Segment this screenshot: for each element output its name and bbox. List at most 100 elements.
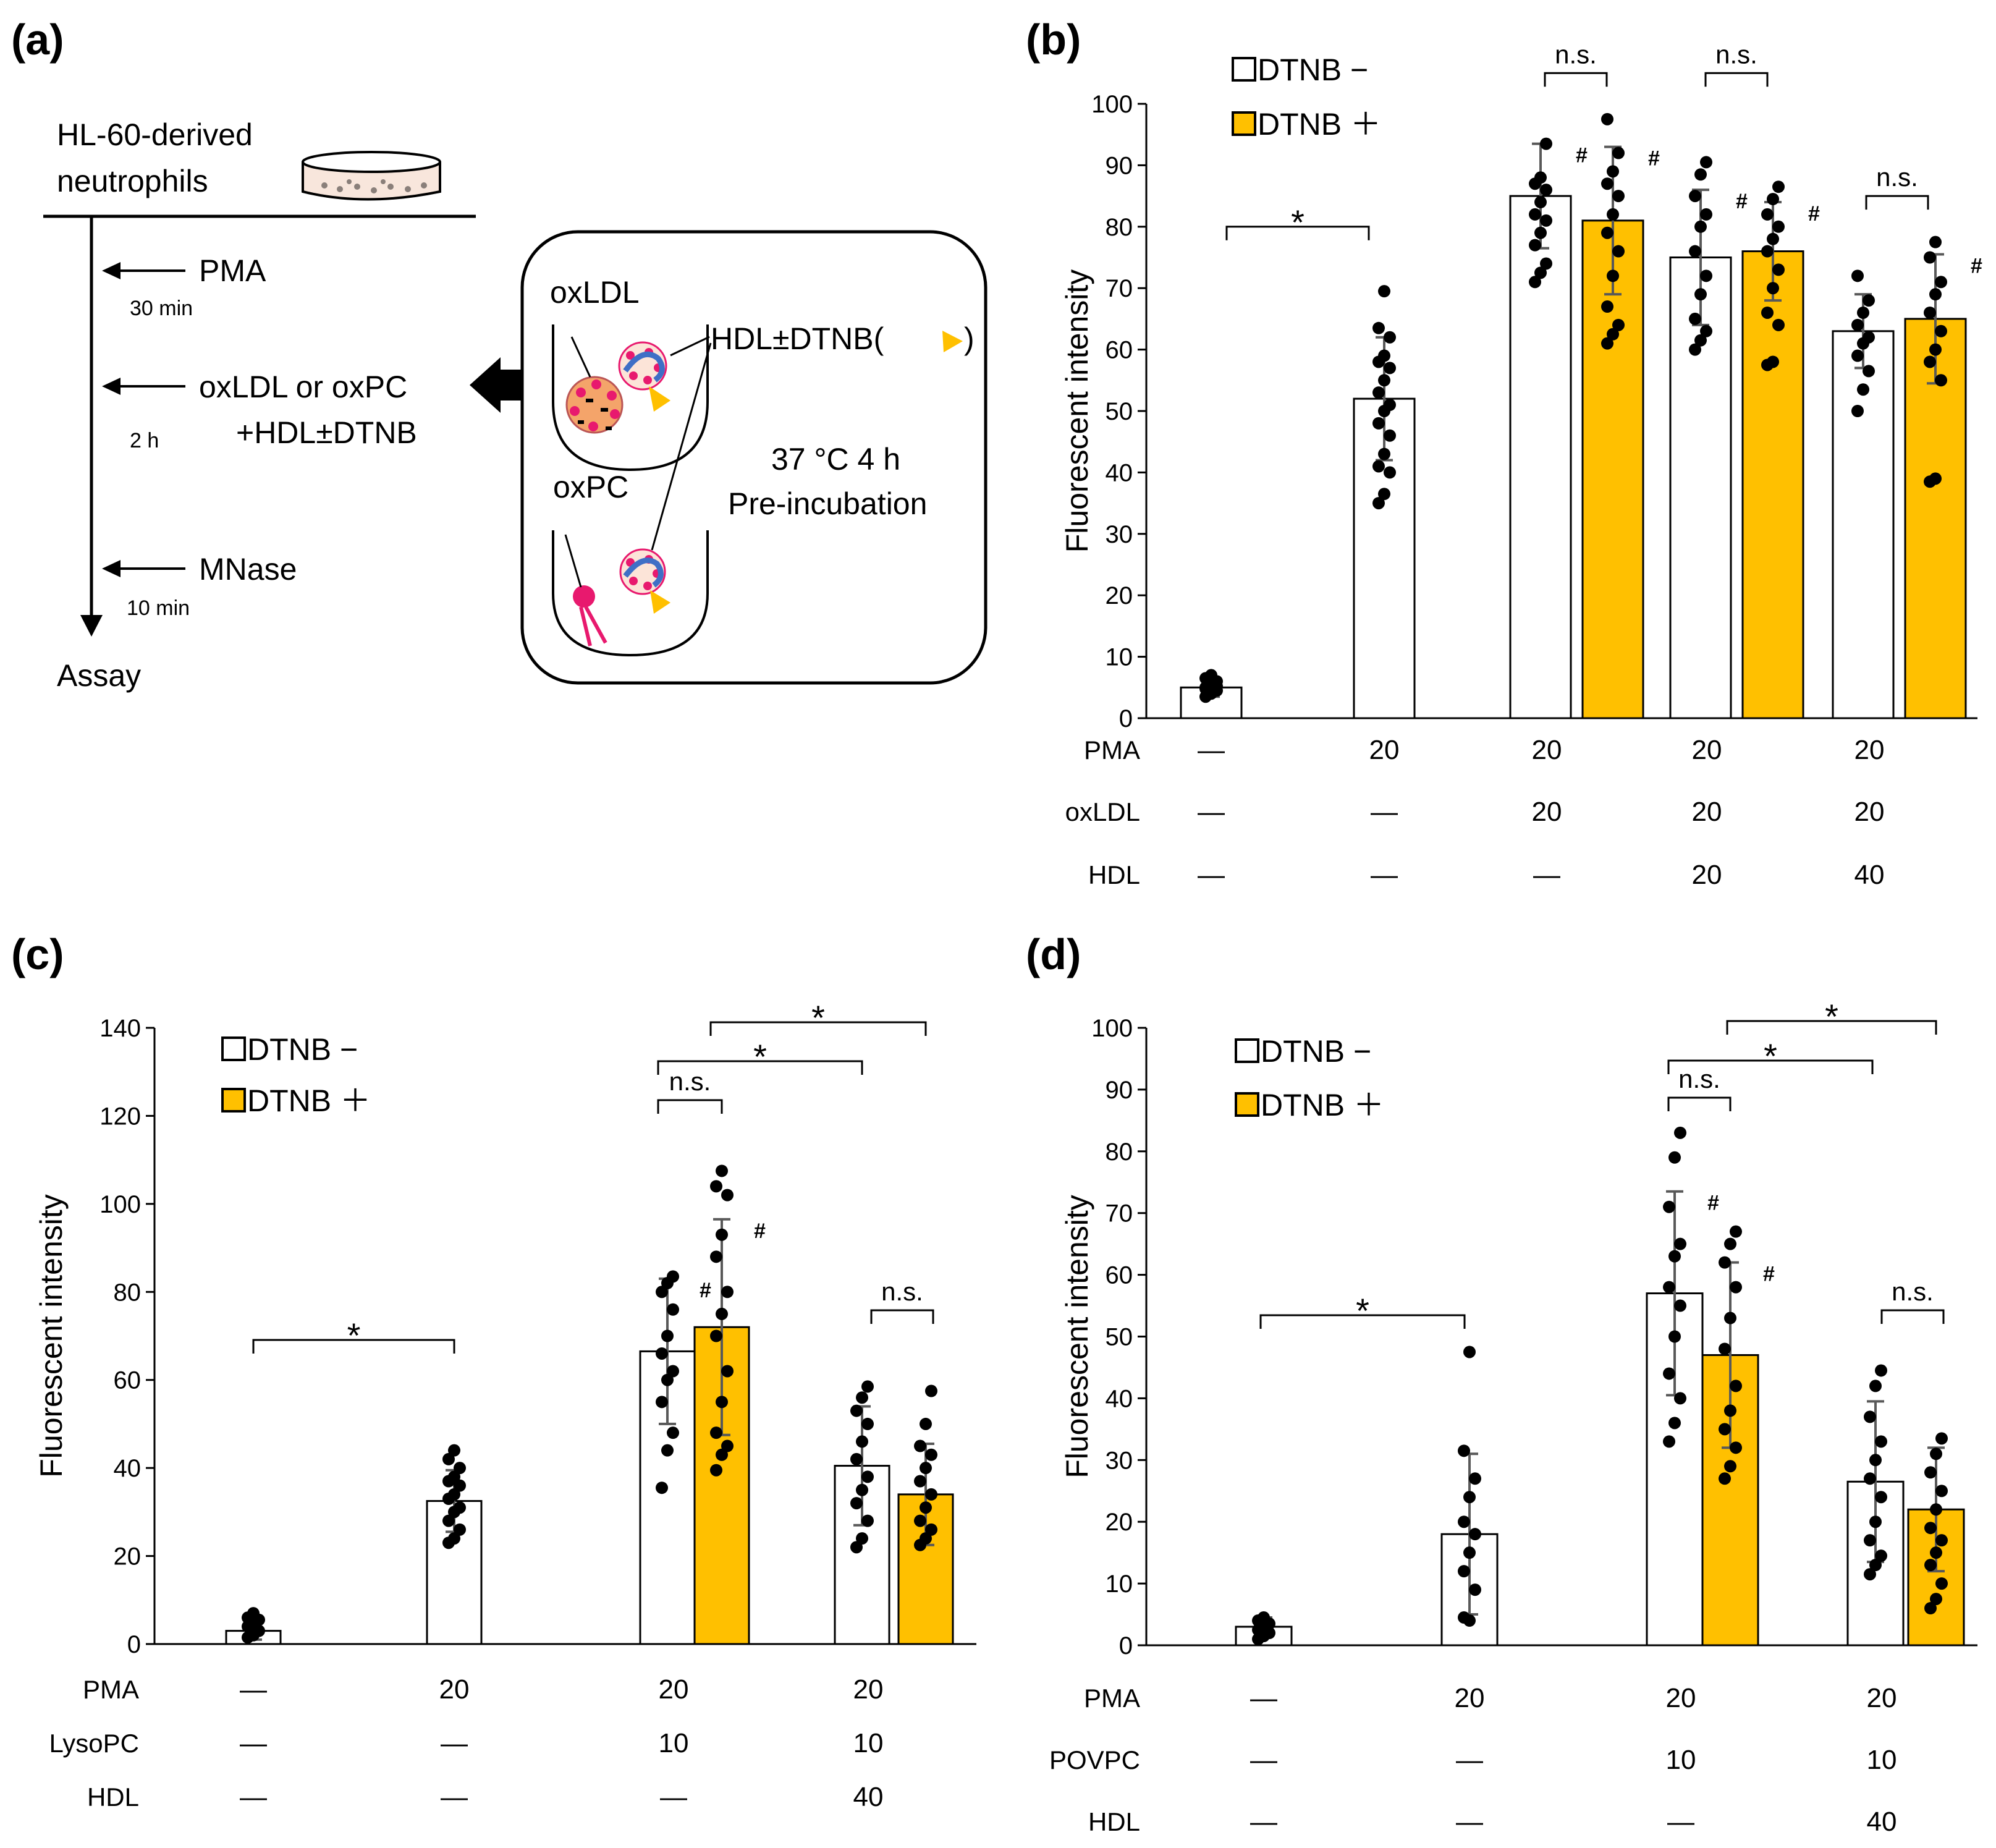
condition-cell: — bbox=[660, 1782, 687, 1812]
condition-cell: 20 bbox=[1692, 735, 1722, 765]
significance-label: n.s. bbox=[1715, 40, 1757, 69]
tube-oxldl-label: oxLDL bbox=[550, 275, 640, 310]
data-point bbox=[1772, 318, 1785, 331]
data-point bbox=[1700, 269, 1712, 282]
data-point bbox=[1930, 1546, 1942, 1559]
data-point bbox=[1540, 257, 1552, 270]
data-point bbox=[1719, 1342, 1731, 1355]
condition-cell: 10 bbox=[1867, 1745, 1897, 1775]
y-tick-label: 10 bbox=[1106, 644, 1133, 671]
data-point bbox=[1772, 263, 1785, 276]
data-point bbox=[656, 1481, 668, 1494]
data-point bbox=[710, 1180, 722, 1193]
condition-cell: 40 bbox=[1854, 860, 1885, 890]
y-tick-label: 0 bbox=[127, 1631, 141, 1658]
hdl-dtnb-label: HDL±DTNB( bbox=[711, 321, 884, 356]
data-point bbox=[1924, 1559, 1937, 1572]
y-tick-label: 140 bbox=[99, 1015, 141, 1042]
data-point bbox=[721, 1189, 734, 1202]
y-tick-label: 70 bbox=[1106, 275, 1133, 302]
data-point bbox=[1851, 269, 1864, 282]
significance-label: * bbox=[1764, 1036, 1777, 1075]
significance-label: * bbox=[1291, 203, 1305, 242]
condition-cell: — bbox=[1250, 1683, 1277, 1713]
data-point bbox=[1689, 190, 1701, 203]
data-point bbox=[721, 1439, 734, 1452]
data-point bbox=[448, 1470, 460, 1483]
step-oxldl-label: oxLDL or oxPC bbox=[199, 370, 407, 404]
significance-bracket bbox=[1726, 1020, 1937, 1035]
data-point bbox=[1534, 171, 1547, 184]
significance-hash: # bbox=[754, 1219, 766, 1243]
data-point bbox=[1372, 460, 1385, 473]
tube-oxpc-label: oxPC bbox=[553, 470, 628, 504]
data-point bbox=[1612, 318, 1625, 331]
assay-label: Assay bbox=[57, 658, 141, 693]
data-point bbox=[1458, 1444, 1470, 1457]
data-point bbox=[856, 1435, 868, 1448]
data-point bbox=[710, 1329, 722, 1342]
data-point bbox=[1534, 226, 1547, 239]
data-point bbox=[1930, 1447, 1942, 1460]
condition-row-label: POVPC bbox=[1049, 1745, 1140, 1774]
data-point bbox=[1674, 1392, 1686, 1405]
data-point bbox=[1668, 1151, 1681, 1164]
data-point bbox=[1924, 1602, 1937, 1615]
data-point bbox=[1607, 165, 1619, 178]
significance-hash: # bbox=[1971, 255, 1982, 278]
data-point bbox=[721, 1365, 734, 1378]
hdl-pointer-1 bbox=[670, 336, 710, 357]
significance-bracket bbox=[657, 1060, 863, 1075]
y-tick-label: 70 bbox=[1106, 1200, 1133, 1227]
condition-cell: 20 bbox=[1692, 860, 1722, 890]
data-point bbox=[1663, 1200, 1675, 1213]
cells-label-line2: neutrophils bbox=[57, 164, 208, 198]
data-point bbox=[850, 1541, 863, 1554]
legend-swatch-plus bbox=[1235, 1092, 1259, 1117]
significance-label: * bbox=[1356, 1291, 1369, 1330]
chart-c: 0 20 40 60 80 100 120 140 Fluorescent intensity #… bbox=[34, 998, 976, 1812]
data-point bbox=[920, 1462, 932, 1475]
significance-label: n.s. bbox=[881, 1277, 923, 1306]
y-tick-label: 50 bbox=[1106, 398, 1133, 425]
data-point bbox=[1384, 362, 1396, 375]
data-point bbox=[1772, 220, 1785, 233]
data-point bbox=[1689, 343, 1701, 356]
legend-swatch-minus bbox=[1235, 1038, 1259, 1063]
bar bbox=[1669, 256, 1732, 719]
significance-bracket bbox=[870, 1309, 934, 1324]
condition-cell: 20 bbox=[659, 1674, 689, 1705]
condition-preinc: Pre-incubation bbox=[728, 486, 927, 521]
data-point bbox=[1211, 680, 1223, 693]
y-tick-label: 10 bbox=[1106, 1570, 1133, 1598]
significance-label: n.s. bbox=[1678, 1064, 1720, 1093]
data-point bbox=[1719, 1256, 1731, 1269]
y-tick-label: 90 bbox=[1106, 1077, 1133, 1104]
data-point bbox=[1384, 466, 1396, 479]
step-mnase-time: 10 min bbox=[127, 596, 190, 620]
significance-bracket bbox=[252, 1339, 455, 1354]
significance-bracket bbox=[1667, 1096, 1732, 1111]
data-point bbox=[1772, 180, 1785, 193]
data-point bbox=[454, 1462, 466, 1475]
significance-bracket bbox=[709, 1021, 927, 1036]
data-point bbox=[1935, 1432, 1948, 1445]
data-point bbox=[710, 1250, 722, 1263]
panel-a-label: (a) bbox=[11, 15, 64, 64]
cells-label-line1: HL-60-derived bbox=[57, 117, 253, 152]
data-point bbox=[1864, 1568, 1876, 1581]
data-point bbox=[1689, 245, 1701, 258]
condition-row-label: oxLDL bbox=[1065, 797, 1140, 826]
data-point bbox=[661, 1373, 674, 1386]
data-point bbox=[1863, 365, 1875, 378]
condition-temp: 37 °C 4 h bbox=[771, 442, 900, 477]
data-point bbox=[1851, 405, 1864, 417]
condition-cell: 40 bbox=[1867, 1807, 1897, 1837]
significance-hash: # bbox=[1576, 144, 1588, 167]
significance-label: * bbox=[347, 1316, 361, 1355]
data-point bbox=[1612, 190, 1625, 203]
hdl-dtnb-label-close: ) bbox=[964, 321, 975, 356]
condition-cell: — bbox=[1456, 1745, 1483, 1775]
y-axis-title: Fluorescent intensity bbox=[1060, 269, 1094, 553]
condition-row-label: HDL bbox=[1088, 1807, 1140, 1836]
